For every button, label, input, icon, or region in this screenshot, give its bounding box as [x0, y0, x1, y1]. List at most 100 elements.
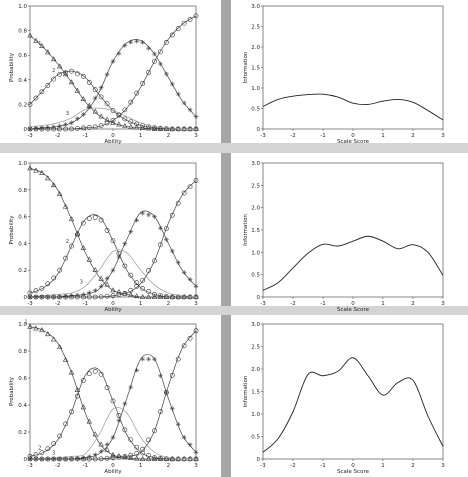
x-tick-label: -2	[290, 133, 295, 139]
curve-marker	[158, 409, 163, 414]
information-curve	[262, 235, 444, 291]
x-tick-label: 0	[111, 133, 115, 139]
curve-marker	[134, 38, 140, 44]
curve-marker	[80, 378, 86, 383]
curve-marker	[181, 293, 187, 299]
category-curve	[29, 107, 197, 130]
curve-marker	[128, 452, 134, 458]
curve-marker	[45, 125, 51, 130]
curve-marker	[69, 68, 74, 74]
curve-marker	[27, 323, 33, 329]
curve-marker	[98, 456, 104, 462]
curve-marker	[193, 178, 199, 183]
curve-marker	[146, 268, 151, 273]
curve-marker	[80, 125, 86, 131]
curve-marker	[158, 293, 163, 298]
curve-marker	[116, 453, 122, 459]
curve-marker	[63, 294, 68, 300]
curve-marker	[45, 456, 51, 462]
curve-marker	[158, 49, 163, 55]
x-tick-label: -1	[83, 133, 88, 139]
curve-marker	[193, 449, 199, 455]
curve-marker	[181, 20, 187, 26]
curve-marker	[98, 275, 104, 281]
curve-marker	[98, 217, 104, 223]
curve-marker	[134, 217, 140, 223]
curve-marker	[146, 212, 151, 218]
curve-marker	[104, 275, 110, 281]
curve-marker	[39, 327, 45, 333]
curve-marker	[193, 125, 199, 131]
curve-marker	[75, 126, 80, 131]
curve-label: 1	[52, 183, 55, 189]
curve-marker	[116, 112, 122, 118]
curve-marker	[27, 456, 33, 462]
curve-marker	[181, 190, 187, 196]
curve-marker	[116, 454, 122, 460]
y-tick-label: 1.0	[251, 250, 260, 256]
curve-marker	[187, 184, 193, 190]
curve-marker	[92, 95, 98, 101]
curve-marker	[74, 386, 81, 392]
curve-label: 3	[52, 451, 55, 457]
curve-marker	[51, 182, 57, 188]
curve-marker	[75, 393, 80, 399]
curve-marker	[98, 85, 104, 91]
x-axis-label: Scale Score	[337, 139, 370, 145]
curve-marker	[122, 241, 128, 247]
curve-marker	[104, 455, 110, 461]
curve-marker	[45, 83, 51, 88]
curve-marker	[193, 283, 199, 289]
curve-marker	[134, 367, 140, 373]
curve-marker	[163, 226, 169, 232]
divider-vertical-middle	[221, 153, 231, 306]
curve-marker	[69, 409, 74, 415]
y-axis-label: Information	[243, 214, 249, 246]
curve-marker	[139, 455, 146, 461]
curve-marker	[152, 356, 157, 362]
curve-marker	[57, 456, 63, 462]
curve-marker	[134, 444, 140, 450]
curve-marker	[140, 450, 146, 456]
curve-marker	[187, 276, 193, 282]
curve-marker	[116, 121, 122, 127]
curve-marker	[169, 406, 175, 412]
curve-marker	[68, 79, 75, 85]
x-axis-label: Ability	[104, 307, 122, 313]
curve-marker	[51, 275, 57, 281]
curve-marker	[33, 95, 39, 101]
y-tick-label: 1.5	[251, 390, 260, 396]
curve-marker	[45, 49, 51, 55]
curve-marker	[128, 287, 134, 293]
curve-marker	[98, 371, 104, 377]
chart-icc-3: -3 -2 -1 0 1 2 3 0 0.2 0.4 0.6 0.8 1.0 Ability Probabi…	[9, 320, 199, 475]
curve-marker	[158, 61, 163, 67]
curve-marker	[145, 125, 152, 131]
y-axis-label: Information	[243, 51, 249, 83]
curve-marker	[128, 39, 134, 45]
curve-marker	[193, 13, 199, 19]
curve-marker	[134, 455, 140, 461]
curve-marker	[63, 293, 68, 299]
curve-marker	[104, 116, 110, 122]
curve-marker	[75, 71, 80, 77]
curve-marker	[163, 237, 169, 242]
curve-marker	[33, 167, 39, 173]
curve-marker	[128, 229, 134, 235]
curve-marker	[134, 121, 140, 127]
curve-marker	[128, 119, 134, 125]
curve-marker	[33, 325, 39, 331]
curve-marker	[181, 343, 187, 349]
curve-marker	[152, 291, 157, 297]
x-tick-label: 2	[167, 301, 171, 307]
curve-marker	[92, 266, 98, 272]
curve-marker	[146, 356, 151, 362]
curve-marker	[80, 74, 86, 79]
y-tick-label: 2.5	[251, 345, 260, 351]
curve-marker	[116, 51, 122, 56]
y-tick-label: 0.8	[18, 349, 27, 355]
curve-marker	[122, 43, 128, 48]
x-tick-label: 2	[167, 133, 171, 139]
curve-marker	[86, 104, 92, 110]
